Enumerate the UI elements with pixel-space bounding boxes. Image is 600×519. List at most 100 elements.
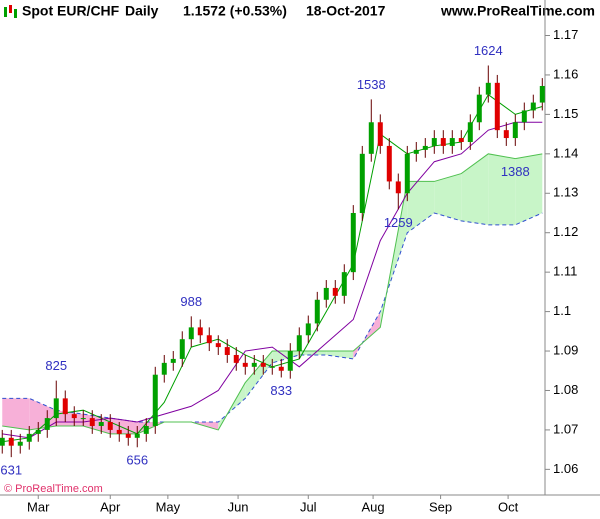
candle-body <box>62 398 68 415</box>
candle-body <box>233 354 239 363</box>
x-tick-label: Jul <box>300 499 317 514</box>
candle-body <box>188 327 194 340</box>
x-tick-label: Jun <box>228 499 249 514</box>
candle-body <box>494 82 500 131</box>
annotation: 631 <box>0 463 22 478</box>
candle-body <box>530 102 536 111</box>
candle-body <box>395 181 401 194</box>
candle-body <box>359 153 365 213</box>
candle-body <box>197 327 203 336</box>
candle-body <box>521 110 527 123</box>
candle-body <box>413 149 419 154</box>
candle-body <box>404 153 410 194</box>
candle-body <box>215 343 221 348</box>
candle-body <box>80 418 86 420</box>
cloud-segment <box>434 173 462 221</box>
candle-body <box>260 362 266 367</box>
candle-body <box>377 122 383 146</box>
cloud-segment <box>2 398 30 430</box>
last-price: 1.1572 (+0.53%) <box>183 3 287 19</box>
annotation: 1259 <box>384 215 413 230</box>
logo <box>4 5 17 18</box>
candle-body <box>449 138 455 146</box>
candle-body <box>35 429 41 434</box>
candle-body <box>323 287 329 300</box>
annotation: 988 <box>180 294 202 309</box>
candle-body <box>314 299 320 324</box>
x-tick-label: Apr <box>100 499 121 514</box>
x-tick-label: Aug <box>362 499 385 514</box>
candle-body <box>89 418 95 426</box>
candle-body <box>305 323 311 336</box>
y-tick-label: 1.08 <box>553 382 578 397</box>
candle-body <box>53 398 59 419</box>
candle-body <box>503 130 509 139</box>
candle-body <box>152 374 158 426</box>
y-tick-label: 1.11 <box>553 264 577 279</box>
copyright: © ProRealTime.com <box>4 483 103 495</box>
cloud-segment <box>515 153 543 225</box>
candle-body <box>206 335 212 344</box>
y-tick-label: 1.12 <box>553 224 578 239</box>
cloud-segment <box>488 153 516 225</box>
candle-body <box>0 437 5 446</box>
candle-body <box>485 82 491 95</box>
candle-body <box>512 122 518 139</box>
candle-body <box>296 335 302 352</box>
candle-body <box>134 433 140 438</box>
cloud-segment <box>461 153 489 225</box>
candle-body <box>17 441 23 446</box>
y-tick-label: 1.09 <box>553 342 578 357</box>
candle-body <box>350 212 356 273</box>
y-tick-label: 1.14 <box>553 145 578 160</box>
candle-body <box>116 429 122 434</box>
x-tick-label: Mar <box>27 499 50 514</box>
cloud-segment <box>326 351 354 359</box>
candle-body <box>422 145 428 150</box>
cloud-segment <box>299 351 327 355</box>
y-tick-label: 1.13 <box>553 185 578 200</box>
title: Spot EUR/CHF <box>22 3 120 19</box>
x-tick-label: May <box>156 499 181 514</box>
cloud-segment <box>407 181 435 233</box>
y-tick-label: 1.15 <box>553 106 578 121</box>
candle-body <box>107 422 113 430</box>
y-tick-label: 1.07 <box>553 421 578 436</box>
candle-body <box>125 433 131 438</box>
annotation: 1388 <box>501 164 530 179</box>
period: Daily <box>125 3 159 19</box>
candle-body <box>98 422 104 426</box>
candle-body <box>476 94 482 123</box>
y-tick-label: 1.1 <box>553 303 571 318</box>
annotation: 656 <box>126 453 148 468</box>
candle-body <box>431 138 437 146</box>
annotation: 833 <box>270 383 292 398</box>
candle-body <box>458 138 464 142</box>
candle-body <box>179 339 185 359</box>
candle-body <box>539 85 545 103</box>
candle-body <box>440 138 446 146</box>
candle-body <box>26 433 32 442</box>
candle-body <box>71 414 77 419</box>
candle-body <box>269 366 275 368</box>
y-tick-label: 1.06 <box>553 461 578 476</box>
candle-body <box>332 287 338 296</box>
candle-body <box>251 362 257 367</box>
x-tick-label: Sep <box>429 499 452 514</box>
candle-body <box>368 122 374 154</box>
candle-body <box>341 272 347 296</box>
annotation: 1538 <box>357 77 386 92</box>
candle-body <box>143 425 149 434</box>
candle-body <box>278 366 284 371</box>
candle-body <box>287 351 293 371</box>
y-tick-label: 1.16 <box>553 66 578 81</box>
y-tick-label: 1.17 <box>553 27 578 42</box>
candle-body <box>8 437 14 446</box>
x-tick-label: Oct <box>498 499 519 514</box>
annotation: 825 <box>45 358 67 373</box>
candle-body <box>161 362 167 375</box>
candle-body <box>44 418 50 430</box>
candle-body <box>170 358 176 363</box>
